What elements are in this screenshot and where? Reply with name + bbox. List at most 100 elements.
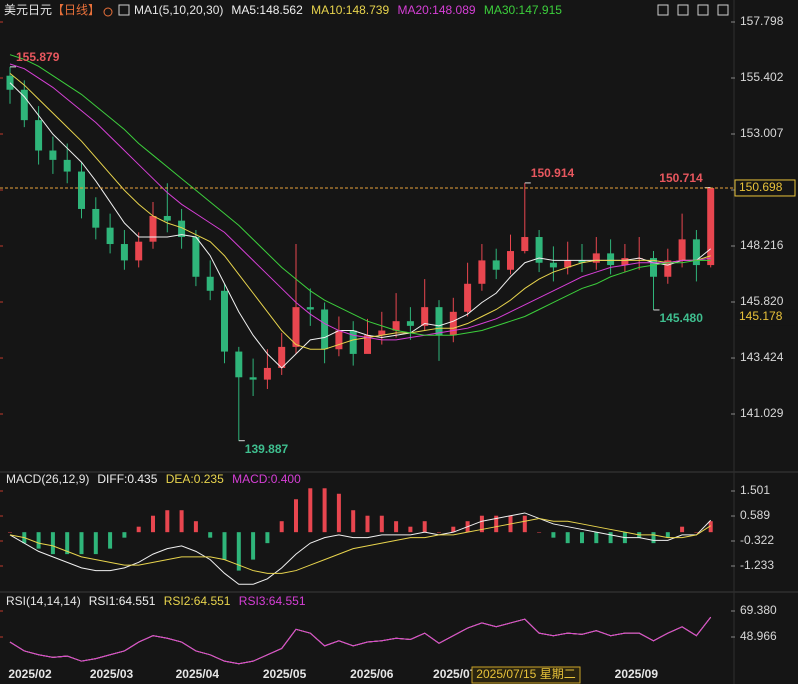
macd-bar (422, 521, 427, 533)
candle-body (278, 346, 286, 368)
candle-body (192, 237, 200, 277)
y-tick-label: 0.589 (740, 508, 770, 522)
macd-bar (451, 526, 456, 533)
x-tick-label: 2025/05 (263, 667, 307, 681)
y-tick-label: 157.798 (740, 14, 784, 28)
candle-body (507, 251, 514, 270)
y-tick-label: 141.029 (740, 406, 784, 420)
candle-body (349, 330, 357, 354)
candle-body (406, 321, 414, 326)
macd-bar (608, 532, 613, 544)
x-tick-label: 2025/07 (433, 667, 477, 681)
period-label[interactable]: 【日线】 (52, 3, 100, 17)
candle-body (235, 351, 243, 378)
macd-bar (193, 521, 198, 533)
candle-body (221, 290, 228, 352)
macd-bar (708, 521, 713, 533)
y-tick-label: 143.424 (740, 350, 784, 364)
chart-title: 美元日元 (4, 3, 52, 17)
macd-bar (365, 515, 370, 533)
indicator-icon[interactable] (118, 4, 130, 16)
macd-bar (165, 510, 170, 533)
legend-entry: MA5:148.562 (231, 3, 303, 17)
macd-bar (551, 532, 556, 538)
annotation: 145.480 (660, 311, 704, 325)
control-icon[interactable] (657, 4, 669, 16)
candle-body (435, 307, 443, 336)
candle-body (206, 276, 214, 291)
annotation: 139.887 (245, 442, 289, 456)
macd-bar (594, 532, 599, 544)
x-tick-label: 2025/06 (350, 667, 394, 681)
candle-body (621, 258, 629, 266)
legend-entry: DIFF:0.435 (97, 472, 157, 486)
annotation: 150.914 (531, 166, 575, 180)
x-tick-label: 2025/03 (90, 667, 134, 681)
candle-body (549, 262, 557, 268)
y-tick-label: 153.007 (740, 126, 784, 140)
y-tick-label: -0.322 (740, 533, 774, 547)
macd-bar (151, 515, 155, 533)
candle-body (707, 187, 715, 266)
y-tick-label: 1.501 (740, 483, 770, 497)
macd-bar (136, 526, 141, 533)
candle-body (464, 283, 472, 312)
macd-bar (308, 488, 313, 533)
candle-body (120, 244, 128, 261)
macd-bar (279, 521, 284, 533)
x-tick-label: 2025/04 (176, 667, 220, 681)
rsi-line (9, 616, 712, 665)
candle-body (449, 311, 457, 336)
candle-body (135, 241, 143, 261)
candle-body (263, 367, 271, 380)
candle-body (364, 335, 371, 354)
candle-body (306, 307, 314, 310)
candle-body (35, 120, 43, 151)
macd-bar (294, 499, 298, 533)
macd-bar (222, 532, 227, 560)
macd-bar (322, 488, 327, 533)
macd-bar (50, 532, 55, 555)
candle-body (63, 159, 71, 172)
y-tick-label: 155.402 (740, 70, 784, 84)
annotation: 155.879 (16, 50, 60, 64)
ma-line (9, 54, 711, 336)
macd-bar (479, 515, 484, 533)
macd-bar (694, 532, 699, 533)
macd-bar (265, 532, 270, 544)
macd-bar (93, 532, 98, 555)
indicator-label: RSI(14,14,14) (6, 594, 81, 608)
legend-entry: MACD:0.400 (232, 472, 301, 486)
candle-body (564, 260, 572, 268)
y-tick-label: 69.380 (740, 603, 777, 617)
candle-body (492, 260, 500, 270)
candle-body (321, 309, 329, 350)
legend-entry: DEA:0.235 (166, 472, 224, 486)
candle-body (378, 330, 386, 336)
last-price-label: 150.698 (739, 180, 783, 194)
add-icon[interactable] (103, 7, 113, 17)
macd-bar (236, 532, 241, 571)
control-icon[interactable] (697, 4, 709, 16)
candle-body (92, 208, 100, 228)
macd-bar (408, 526, 413, 533)
ma-line (9, 72, 711, 350)
y-tick-label: 48.966 (740, 629, 777, 643)
legend-entry: MA30:147.915 (484, 3, 562, 17)
legend-entry: MA10:148.739 (311, 3, 389, 17)
y-tick-label: -1.233 (740, 558, 774, 572)
window-controls[interactable] (657, 4, 729, 16)
macd-bar (79, 532, 84, 555)
control-icon[interactable] (717, 4, 729, 16)
control-icon[interactable] (677, 4, 689, 16)
candle-body (49, 150, 57, 160)
candle-body (535, 237, 543, 263)
macd-bar (36, 532, 41, 549)
candle-body (292, 307, 300, 347)
candle-body (664, 260, 672, 277)
macd-bar (565, 532, 570, 544)
candle-body (20, 89, 28, 121)
crosshair-date: 2025/07/15 星期二 (476, 667, 575, 681)
macd-bar (122, 532, 127, 538)
